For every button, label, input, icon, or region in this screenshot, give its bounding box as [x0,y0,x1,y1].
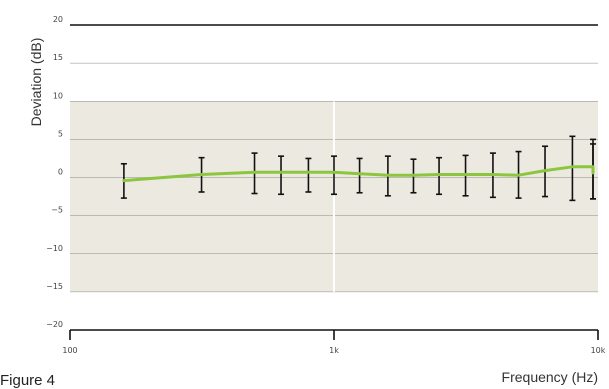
y-tick-label: 15 [53,53,63,62]
data-layer [120,135,596,202]
y-axis-title: Deviation (dB) [28,38,44,127]
y-tick-label: −5 [51,206,63,215]
y-tick-label: −20 [46,320,63,329]
figure-caption: Figure 4 [0,372,56,389]
series-line [122,165,595,183]
y-tick-label: −15 [46,282,63,291]
x-tick-label: 10k [591,346,606,355]
x-tick-label: 100 [62,346,77,355]
x-tick-label: 1k [329,346,339,355]
y-tick-label: 20 [53,15,63,24]
x-axis-title: Frequency (Hz) [502,369,598,385]
y-tick-label: 0 [58,168,63,177]
y-tick-label: 5 [58,129,63,138]
grid-layer [70,24,598,331]
axis-layer: 20 15 10 5 0 −5 −10 −15 −20 100 1k 10k [46,15,606,355]
y-tick-label: 10 [53,91,63,100]
y-tick-label: −10 [46,244,63,253]
